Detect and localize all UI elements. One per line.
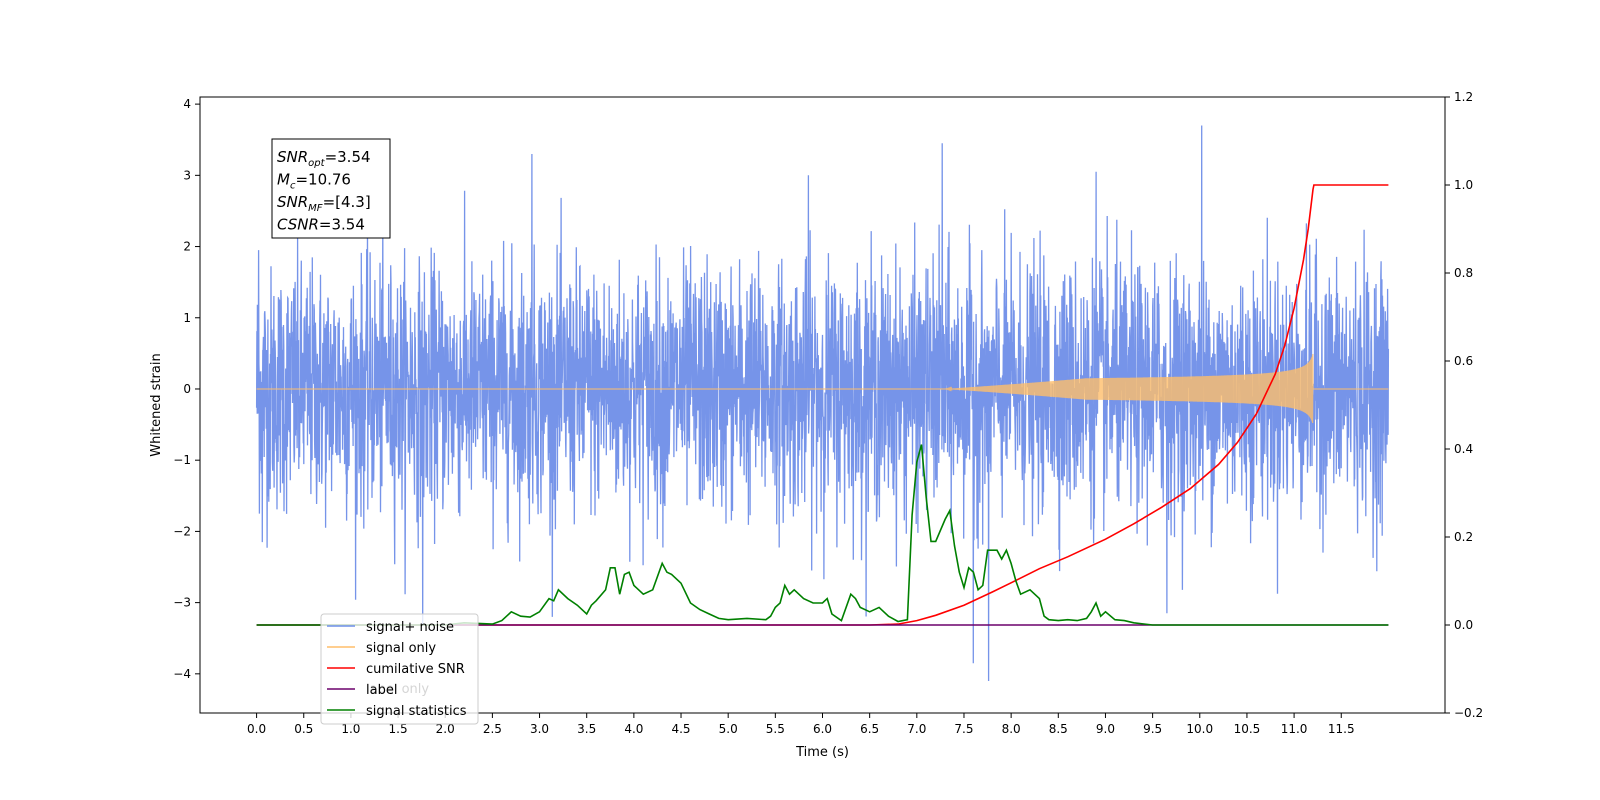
y2-tick-label: 1.2 xyxy=(1454,90,1473,104)
annotation-symbol: SNR xyxy=(277,148,308,166)
legend-entry: signal only xyxy=(366,641,436,656)
x-tick-label: 3.5 xyxy=(577,722,596,736)
legend-entry: cumilative SNR xyxy=(366,662,465,677)
x-tick-label: 4.0 xyxy=(624,722,643,736)
annotation-line: SNRopt=3.54 xyxy=(277,148,371,169)
x-tick-label: 1.5 xyxy=(389,722,408,736)
annotation-value: =3.54 xyxy=(319,216,365,234)
y2-tick-label: −0.2 xyxy=(1454,706,1483,720)
x-tick-label: 6.0 xyxy=(813,722,832,736)
x-tick-label: 0.5 xyxy=(294,722,313,736)
series-signal-only xyxy=(256,353,1389,424)
legend-frame xyxy=(320,613,479,725)
y-tick-label: −1 xyxy=(173,453,191,467)
y2-tick-label: 0.8 xyxy=(1454,266,1473,280)
x-tick-label: 6.5 xyxy=(860,722,879,736)
x-tick-label: 5.5 xyxy=(766,722,785,736)
plot-area xyxy=(255,125,1390,682)
y-tick-label: 1 xyxy=(183,311,191,325)
annotation-symbol: SNR xyxy=(277,193,308,211)
annotation-subscript: opt xyxy=(308,158,325,169)
y2-tick-label: 0.6 xyxy=(1454,354,1473,368)
x-axis-label: Time (s) xyxy=(795,745,849,760)
legend-entry: signal statistics xyxy=(366,704,467,719)
y2-tick-label: 1.0 xyxy=(1454,178,1473,192)
cumulative-snr-line xyxy=(256,184,1389,626)
y-axis-label: Whitened strain xyxy=(149,353,164,456)
legend-entry: signal+ noise xyxy=(366,620,454,635)
x-tick-label: 11.5 xyxy=(1328,722,1355,736)
annotation-value: =10.76 xyxy=(295,171,351,189)
y2-tick-label: 0.0 xyxy=(1454,618,1473,632)
x-tick-label: 7.5 xyxy=(954,722,973,736)
annotation-line: CSNR=3.54 xyxy=(277,216,365,234)
x-tick-label: 7.0 xyxy=(907,722,926,736)
legend-entry: label xyxy=(366,683,397,698)
annotation-symbol: CSNR xyxy=(277,216,319,234)
annotation-symbol: M xyxy=(277,171,290,189)
y-tick-label: −2 xyxy=(173,524,191,538)
annotation-frame xyxy=(271,138,391,239)
signal-only-line xyxy=(256,353,1389,424)
legend: label only signal+ noise signal only cumila… xyxy=(320,613,479,725)
y2-axis: −0.2 0.0 0.2 0.4 0.6 0.8 1.0 1.2 xyxy=(1445,90,1483,720)
x-tick-label: 0.0 xyxy=(247,722,266,736)
annotation-line: SNRMF=[4.3] xyxy=(277,193,371,214)
x-tick-label: 5.0 xyxy=(719,722,738,736)
series-signal-statistics xyxy=(256,444,1389,626)
legend-hidden-entry: label only xyxy=(366,682,429,697)
x-tick-label: 8.5 xyxy=(1049,722,1068,736)
y2-tick-label: 0.2 xyxy=(1454,530,1473,544)
annotation-value: =[4.3] xyxy=(323,193,371,211)
x-tick-label: 10.5 xyxy=(1234,722,1261,736)
annotation-subscript: c xyxy=(290,181,296,192)
signal-statistics-line xyxy=(256,444,1389,626)
annotation-value: =3.54 xyxy=(325,148,371,166)
y-tick-label: 4 xyxy=(183,97,191,111)
series-cumulative-snr xyxy=(256,184,1389,626)
y-tick-label: −3 xyxy=(173,596,191,610)
x-tick-label: 2.0 xyxy=(436,722,455,736)
annotation-line: Mc=10.76 xyxy=(277,171,351,192)
x-tick-label: 11.0 xyxy=(1281,722,1308,736)
annotation-subscript: MF xyxy=(308,203,323,214)
x-tick-label: 4.5 xyxy=(671,722,690,736)
series-signal-noise xyxy=(255,125,1390,682)
x-tick-label: 1.0 xyxy=(341,722,360,736)
x-tick-label: 2.5 xyxy=(483,722,502,736)
x-tick-label: 10.0 xyxy=(1186,722,1213,736)
x-tick-label: 9.0 xyxy=(1096,722,1115,736)
x-tick-label: 8.0 xyxy=(1002,722,1021,736)
x-axis: 0.0 0.5 1.0 1.5 2.0 2.5 3.0 3.5 4.0 4.5 5.0 5.5 6.0 6… xyxy=(247,713,1355,736)
y-tick-label: 0 xyxy=(183,382,191,396)
y-tick-label: −4 xyxy=(173,667,191,681)
y-tick-label: 2 xyxy=(183,240,191,254)
y-tick-label: 3 xyxy=(183,168,191,182)
x-tick-label: 3.0 xyxy=(530,722,549,736)
y2-tick-label: 0.4 xyxy=(1454,442,1473,456)
signal-noise-line xyxy=(255,125,1390,682)
x-tick-label: 9.5 xyxy=(1143,722,1162,736)
y-axis: −4 −3 −2 −1 0 1 2 3 4 xyxy=(173,97,200,681)
